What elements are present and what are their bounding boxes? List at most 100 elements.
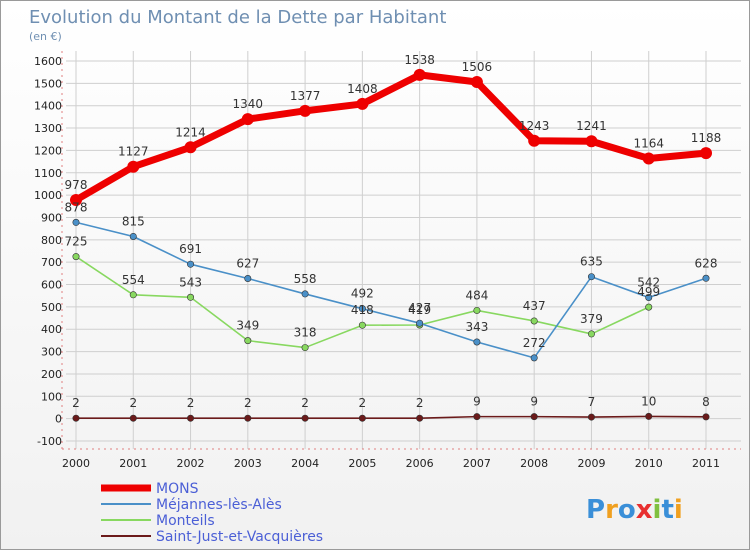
data-point	[127, 160, 140, 173]
data-label: 2	[359, 396, 367, 410]
legend-label: Saint-Just-et-Vacquières	[156, 529, 323, 545]
data-point	[413, 68, 426, 81]
svg-text:Proxiti: Proxiti	[586, 495, 683, 525]
y-tick-label: 200	[41, 368, 62, 381]
y-tick-label: 1400	[34, 100, 62, 113]
data-label: 2	[187, 396, 195, 410]
data-label: 272	[523, 336, 546, 350]
data-label: 2	[244, 396, 252, 410]
data-point	[470, 76, 483, 89]
data-label: 437	[523, 299, 546, 313]
data-point	[129, 291, 137, 299]
data-label: 691	[179, 242, 202, 256]
y-tick-label: 400	[41, 323, 62, 336]
grid	[66, 51, 741, 449]
x-tick-label: 2004	[291, 457, 319, 470]
data-point	[301, 290, 309, 298]
data-label: 1188	[691, 131, 722, 145]
x-tick-label: 2000	[62, 457, 90, 470]
legend: MONSMéjannes-lès-AlèsMonteilsSaint-Just-…	[101, 481, 323, 545]
data-point	[473, 306, 481, 314]
data-point	[358, 414, 366, 422]
data-point	[702, 274, 710, 282]
series-line	[76, 415, 707, 419]
data-point	[587, 273, 595, 281]
data-point	[416, 414, 424, 422]
y-tick-label: 1600	[34, 55, 62, 68]
data-label: 1127	[118, 145, 149, 159]
data-point	[187, 414, 195, 422]
data-point	[241, 113, 254, 126]
data-label: 815	[122, 214, 145, 228]
data-label: 9	[473, 395, 481, 409]
proxiti-logo: Proxiti	[586, 495, 683, 525]
chart-title: Evolution du Montant de la Dette par Hab…	[29, 7, 446, 28]
data-point	[530, 354, 538, 362]
data-label: 1538	[404, 53, 435, 67]
y-tick-label: 0	[55, 413, 62, 426]
y-tick-label: 1000	[34, 189, 62, 202]
y-tick-label: 1200	[34, 144, 62, 157]
data-point	[301, 344, 309, 352]
data-point	[645, 293, 653, 301]
data-label: 1506	[462, 60, 493, 74]
series-mons	[70, 68, 712, 207]
data-label: 1377	[290, 89, 321, 103]
data-point	[129, 414, 137, 422]
data-point	[587, 413, 595, 421]
data-label: 542	[637, 275, 660, 289]
data-label: 419	[408, 303, 431, 317]
data-label: 725	[65, 235, 88, 249]
data-label: 8	[702, 395, 710, 409]
x-tick-label: 2003	[234, 457, 262, 470]
y-tick-label: 900	[41, 211, 62, 224]
data-point	[642, 152, 655, 165]
series-mejannes-les-ales	[72, 218, 710, 362]
data-point	[473, 338, 481, 346]
x-tick-label: 2009	[577, 457, 605, 470]
data-point	[70, 194, 82, 207]
y-tick-label: 600	[41, 279, 62, 292]
x-tick-label: 2007	[463, 457, 491, 470]
data-label: 318	[294, 326, 317, 340]
series-layer	[70, 68, 712, 422]
data-point	[358, 321, 366, 329]
data-label: 543	[179, 275, 202, 289]
x-tick-label: 2010	[635, 457, 663, 470]
x-tick-label: 2006	[406, 457, 434, 470]
series-saint-just-et-vacquieres	[72, 412, 710, 422]
data-point	[244, 274, 252, 282]
series-line	[75, 221, 707, 359]
data-label: 554	[122, 273, 145, 287]
y-tick-label: 1100	[34, 167, 62, 180]
data-label: 484	[465, 288, 488, 302]
data-label: 635	[580, 255, 603, 269]
data-point	[585, 135, 598, 148]
legend-item: MONS	[101, 481, 199, 497]
data-point	[72, 253, 80, 261]
data-label: 1164	[633, 136, 664, 150]
y-tick-label: 100	[41, 390, 62, 403]
data-label: 349	[236, 319, 259, 333]
x-tick-label: 2001	[119, 457, 147, 470]
data-point	[299, 104, 312, 117]
data-label: 7	[588, 395, 596, 409]
data-label: 1243	[519, 119, 550, 133]
data-point	[184, 141, 197, 154]
chart-subtitle: (en €)	[29, 30, 62, 43]
data-label: 878	[65, 200, 88, 214]
data-point	[187, 260, 195, 268]
legend-item: Monteils	[101, 513, 215, 529]
data-label: 2	[301, 396, 309, 410]
data-label: 628	[695, 256, 718, 270]
data-point	[702, 413, 710, 421]
data-label: 1214	[175, 125, 206, 139]
data-point	[473, 413, 481, 421]
data-point	[72, 218, 80, 226]
data-point	[129, 232, 137, 240]
data-point	[72, 414, 80, 422]
data-point	[645, 303, 653, 311]
data-label: 627	[236, 256, 259, 270]
data-label: 2	[416, 396, 424, 410]
